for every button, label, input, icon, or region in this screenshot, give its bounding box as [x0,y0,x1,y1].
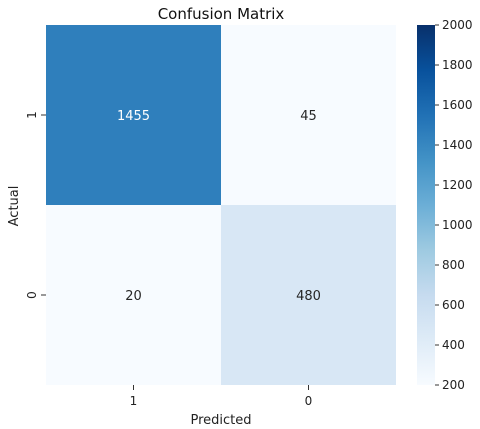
x-tick-label: 0 [305,394,313,408]
y-axis-ticks: 10 [25,111,46,299]
heatmap-cell [46,205,221,385]
y-tick-label: 1 [25,111,39,119]
x-axis-label: Predicted [190,413,251,428]
colorbar-tick-label: 400 [442,338,465,352]
cell-value-label: 480 [296,289,321,304]
colorbar-tick-label: 1400 [442,138,473,152]
chart-title: Confusion Matrix [158,5,285,23]
heatmap-cell [221,25,396,205]
heatmap-cell [46,25,221,205]
x-tick-label: 1 [130,394,138,408]
y-axis-label: Actual [7,186,22,227]
cell-value-label: 1455 [117,109,150,124]
heatmap-cell [221,205,396,385]
cell-value-label: 45 [300,109,317,124]
colorbar [417,25,435,385]
y-tick-label: 0 [25,291,39,299]
colorbar-tick-label: 600 [442,298,465,312]
heatmap-cells [46,25,396,385]
colorbar-tick-label: 2000 [442,18,473,32]
colorbar-tick-label: 1800 [442,58,473,72]
cell-value-label: 20 [125,289,142,304]
colorbar-ticks: 200 400 600 800 1000 1200 1400 1600 1800 2000 [435,18,473,392]
heatmap-cell-labels: 1455 45 20 480 [117,109,321,304]
colorbar-tick-label: 200 [442,378,465,392]
colorbar-tick-label: 1200 [442,178,473,192]
colorbar-tick-label: 1000 [442,218,473,232]
colorbar-tick-label: 1600 [442,98,473,112]
colorbar-tick-label: 800 [442,258,465,272]
